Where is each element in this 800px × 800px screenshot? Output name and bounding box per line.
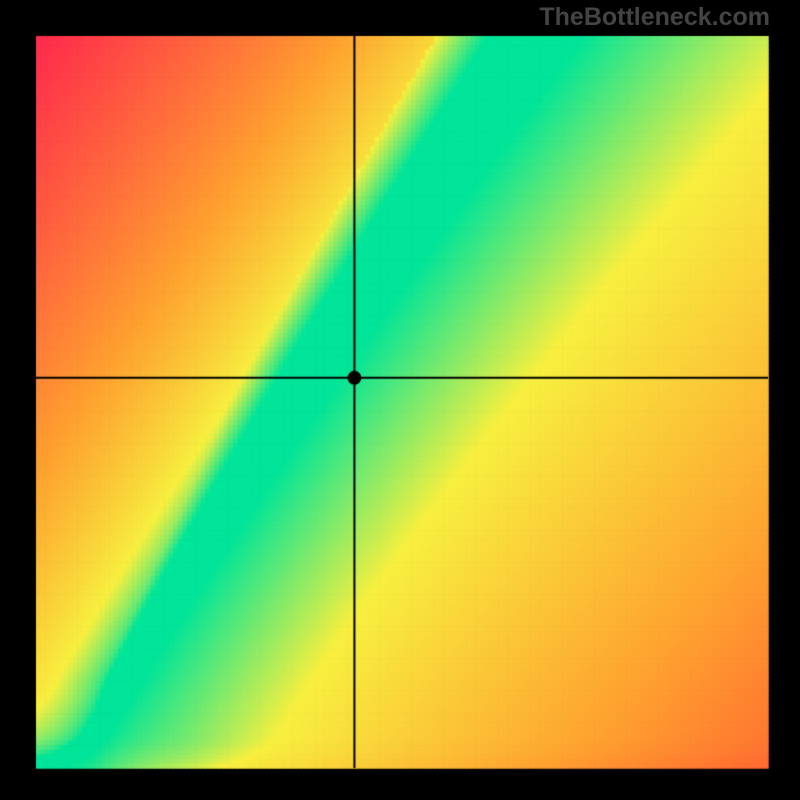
bottleneck-heatmap [0, 0, 800, 800]
attribution-text: TheBottleneck.com [539, 3, 770, 32]
chart-container: TheBottleneck.com [0, 0, 800, 800]
